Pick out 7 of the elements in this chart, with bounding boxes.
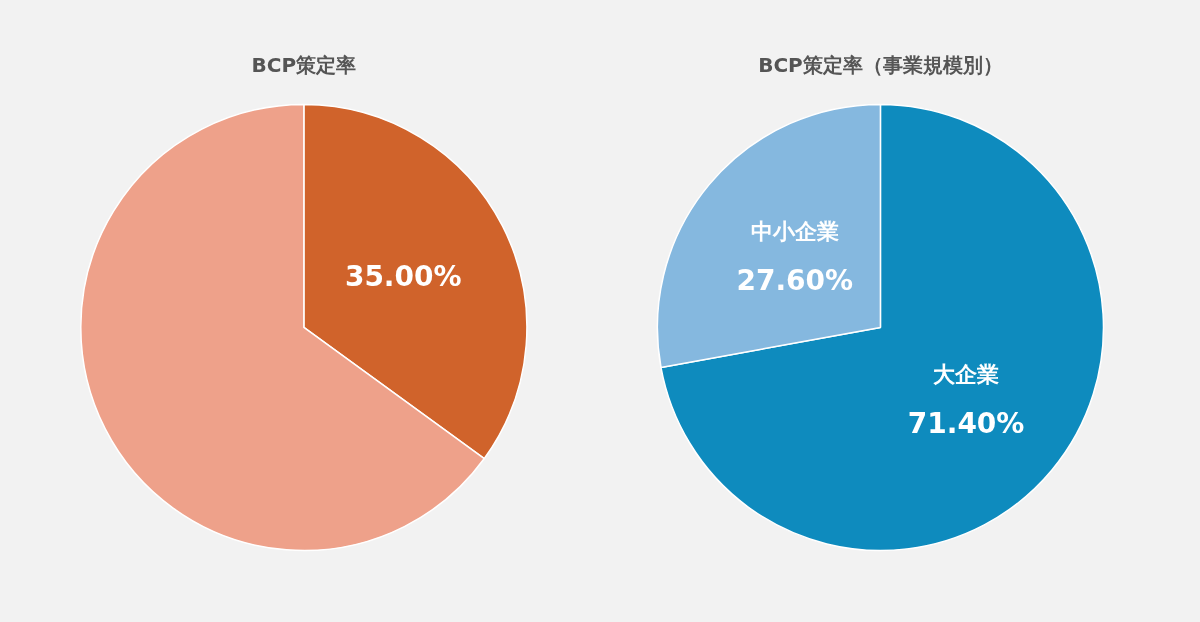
chart-title: BCP策定率（事業規模別）: [758, 53, 1003, 78]
slice-label: 中小企業: [750, 219, 839, 245]
slice-label: 大企業: [933, 361, 1000, 387]
data-label: 35.00%: [344, 260, 462, 294]
chart-title: BCP策定率: [251, 53, 357, 78]
data-label: 71.40%: [907, 406, 1025, 440]
data-label: 27.60%: [736, 264, 854, 298]
